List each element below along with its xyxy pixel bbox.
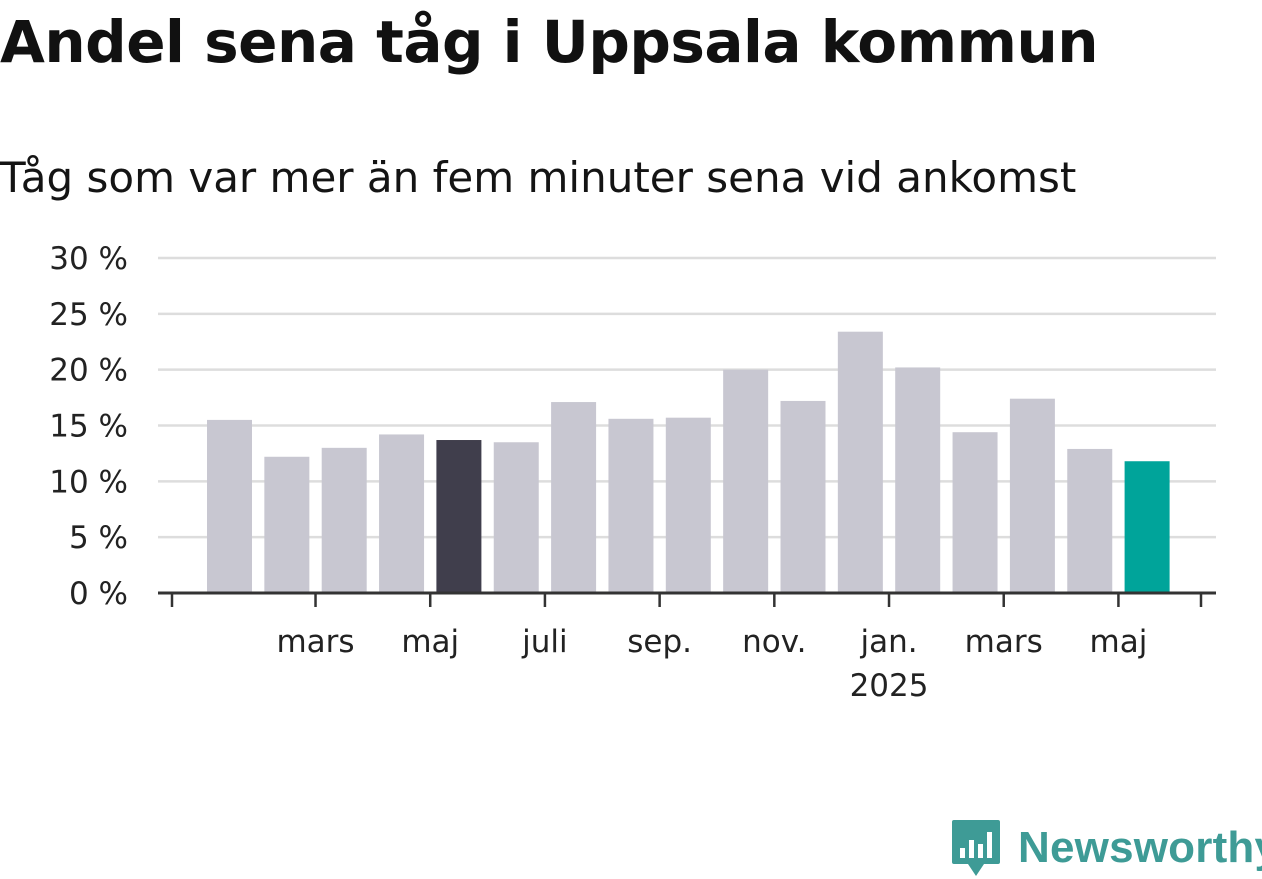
y-tick-label: 0 % <box>69 576 128 612</box>
y-tick-label: 30 % <box>49 241 128 277</box>
chart-subtitle: Tåg som var mer än fem minuter sena vid … <box>0 153 1077 202</box>
x-tick-label: mars <box>965 624 1043 660</box>
x-axis-tick-labels: mars maj juli sep. nov. jan. 2025 mars maj <box>276 624 1147 704</box>
bar <box>895 367 941 593</box>
bar <box>551 402 597 593</box>
bar <box>207 419 252 593</box>
bar <box>665 417 711 593</box>
bar <box>837 331 883 593</box>
x-tick-label: jan. <box>859 624 917 660</box>
x-tick-label: maj <box>401 624 459 660</box>
x-tick-label: nov. <box>742 624 806 660</box>
x-tick-label: sep. <box>627 624 692 660</box>
bar <box>264 456 310 593</box>
bar <box>780 400 826 593</box>
x-tick-year-label: 2025 <box>850 668 929 704</box>
bar <box>608 418 654 593</box>
y-tick-label: 5 % <box>69 520 128 556</box>
brand-name: Newsworthy <box>1018 823 1262 872</box>
x-tick-label: mars <box>276 624 354 660</box>
bar <box>1067 448 1113 593</box>
newsworthy-brand[interactable]: Newsworthy <box>950 818 1262 878</box>
newsworthy-logo-icon <box>952 820 1000 876</box>
bar <box>379 434 425 593</box>
chart-title: Andel sena tåg i Uppsala kommun <box>0 8 1099 76</box>
x-tick-label: maj <box>1090 624 1148 660</box>
y-tick-label: 25 % <box>49 297 128 333</box>
bar <box>493 442 539 593</box>
bar-highlighted <box>436 440 482 593</box>
y-tick-label: 20 % <box>49 353 128 389</box>
bars <box>207 331 1170 593</box>
bar-latest <box>1124 461 1170 593</box>
y-axis-tick-labels: 0 % 5 % 10 % 15 % 20 % 25 % 30 % <box>49 241 128 612</box>
y-tick-label: 15 % <box>49 409 128 445</box>
bar <box>952 432 998 593</box>
bar <box>723 369 769 593</box>
x-axis <box>158 591 1216 607</box>
y-tick-label: 10 % <box>49 464 128 500</box>
bar <box>321 447 367 593</box>
x-tick-label: juli <box>521 624 568 660</box>
bar <box>1009 398 1055 593</box>
